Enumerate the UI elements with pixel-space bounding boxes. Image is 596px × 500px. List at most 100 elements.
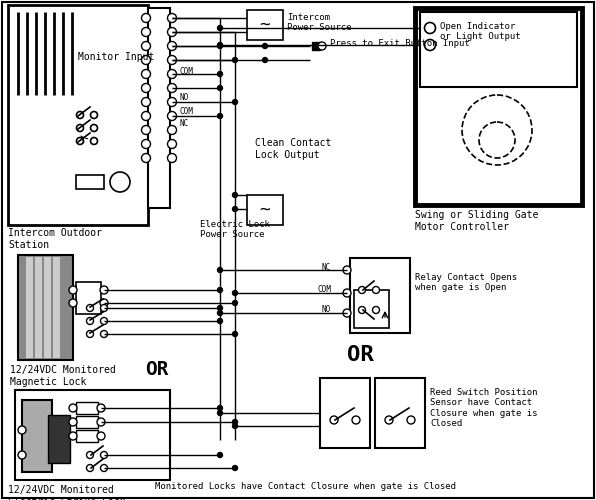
Text: Swing or Sliding Gate
Motor Controller: Swing or Sliding Gate Motor Controller <box>415 210 538 232</box>
Circle shape <box>232 206 237 212</box>
Circle shape <box>167 126 176 134</box>
Circle shape <box>262 44 268 49</box>
Circle shape <box>218 114 222 118</box>
Text: Electric Lock
Power Source: Electric Lock Power Source <box>200 220 270 240</box>
Circle shape <box>141 154 151 162</box>
Circle shape <box>141 56 151 64</box>
Circle shape <box>141 126 151 134</box>
Circle shape <box>218 406 222 410</box>
Circle shape <box>97 404 105 412</box>
Bar <box>76 282 101 314</box>
Circle shape <box>343 266 351 274</box>
Circle shape <box>232 100 237 104</box>
Bar <box>350 258 410 333</box>
Circle shape <box>69 299 77 307</box>
Circle shape <box>86 464 94 471</box>
Text: OR: OR <box>145 360 169 379</box>
Circle shape <box>91 124 98 132</box>
Bar <box>148 8 170 208</box>
Text: Reed Switch Position
Sensor have Contact
Closure when gate is
Closed: Reed Switch Position Sensor have Contact… <box>430 388 538 428</box>
Bar <box>22 400 52 472</box>
Circle shape <box>343 289 351 297</box>
Circle shape <box>86 452 94 458</box>
Circle shape <box>69 404 77 412</box>
Circle shape <box>218 42 222 48</box>
Circle shape <box>167 140 176 148</box>
Text: NC: NC <box>179 120 188 128</box>
Circle shape <box>218 268 222 272</box>
Circle shape <box>232 424 237 428</box>
Circle shape <box>101 330 107 338</box>
Circle shape <box>141 112 151 120</box>
Circle shape <box>372 306 380 314</box>
Circle shape <box>232 466 237 470</box>
Circle shape <box>385 416 393 424</box>
Circle shape <box>86 330 94 338</box>
Text: COM: COM <box>179 68 193 76</box>
Circle shape <box>218 288 222 292</box>
Circle shape <box>167 28 176 36</box>
Circle shape <box>218 86 222 90</box>
Text: Clean Contact
Lock Output: Clean Contact Lock Output <box>255 138 331 160</box>
Bar <box>76 402 98 414</box>
Circle shape <box>218 72 222 76</box>
Text: COM: COM <box>179 106 193 116</box>
Bar <box>375 378 425 448</box>
Circle shape <box>352 416 360 424</box>
Bar <box>312 42 320 50</box>
Circle shape <box>76 112 83 118</box>
Text: NC: NC <box>322 264 331 272</box>
Circle shape <box>100 286 108 294</box>
Circle shape <box>110 172 130 192</box>
Circle shape <box>262 58 268 62</box>
Bar <box>18 255 73 360</box>
Bar <box>35 257 42 358</box>
Circle shape <box>359 286 365 294</box>
Bar <box>247 10 283 40</box>
Text: 12/24VDC Monitored
Electric Strike Lock: 12/24VDC Monitored Electric Strike Lock <box>8 485 126 500</box>
Circle shape <box>424 22 436 34</box>
Bar <box>8 5 148 225</box>
Text: ~: ~ <box>260 16 271 34</box>
Circle shape <box>101 318 107 324</box>
Circle shape <box>141 70 151 78</box>
Text: COM: COM <box>317 286 331 294</box>
Text: Press to Exit Button Input: Press to Exit Button Input <box>330 40 470 48</box>
Circle shape <box>343 309 351 317</box>
Circle shape <box>424 40 436 50</box>
Circle shape <box>407 416 415 424</box>
Text: NO: NO <box>179 94 188 102</box>
Circle shape <box>100 299 108 307</box>
Bar <box>76 416 98 428</box>
Circle shape <box>167 42 176 50</box>
Circle shape <box>141 42 151 50</box>
Text: 12/24VDC Monitored
Magnetic Lock: 12/24VDC Monitored Magnetic Lock <box>10 365 116 386</box>
Circle shape <box>232 58 237 62</box>
Circle shape <box>167 98 176 106</box>
Circle shape <box>69 286 77 294</box>
Text: Open Indicator
or Light Output: Open Indicator or Light Output <box>440 22 521 42</box>
Bar <box>53 257 60 358</box>
Text: OR: OR <box>347 345 373 365</box>
Circle shape <box>232 332 237 336</box>
Circle shape <box>318 42 326 50</box>
Circle shape <box>141 28 151 36</box>
Circle shape <box>91 112 98 118</box>
Circle shape <box>218 306 222 310</box>
Circle shape <box>218 318 222 324</box>
Bar <box>354 290 389 328</box>
Circle shape <box>218 310 222 316</box>
Circle shape <box>97 432 105 440</box>
Circle shape <box>167 14 176 22</box>
Bar <box>15 390 170 480</box>
Circle shape <box>101 452 107 458</box>
Text: Monitor Input: Monitor Input <box>78 52 154 62</box>
Bar <box>247 195 283 225</box>
Bar <box>415 8 582 205</box>
Circle shape <box>97 418 105 426</box>
Circle shape <box>76 124 83 132</box>
Circle shape <box>167 56 176 64</box>
Circle shape <box>218 452 222 458</box>
Text: Monitored Locks have Contact Closure when gate is Closed: Monitored Locks have Contact Closure whe… <box>155 482 456 491</box>
Circle shape <box>69 418 77 426</box>
